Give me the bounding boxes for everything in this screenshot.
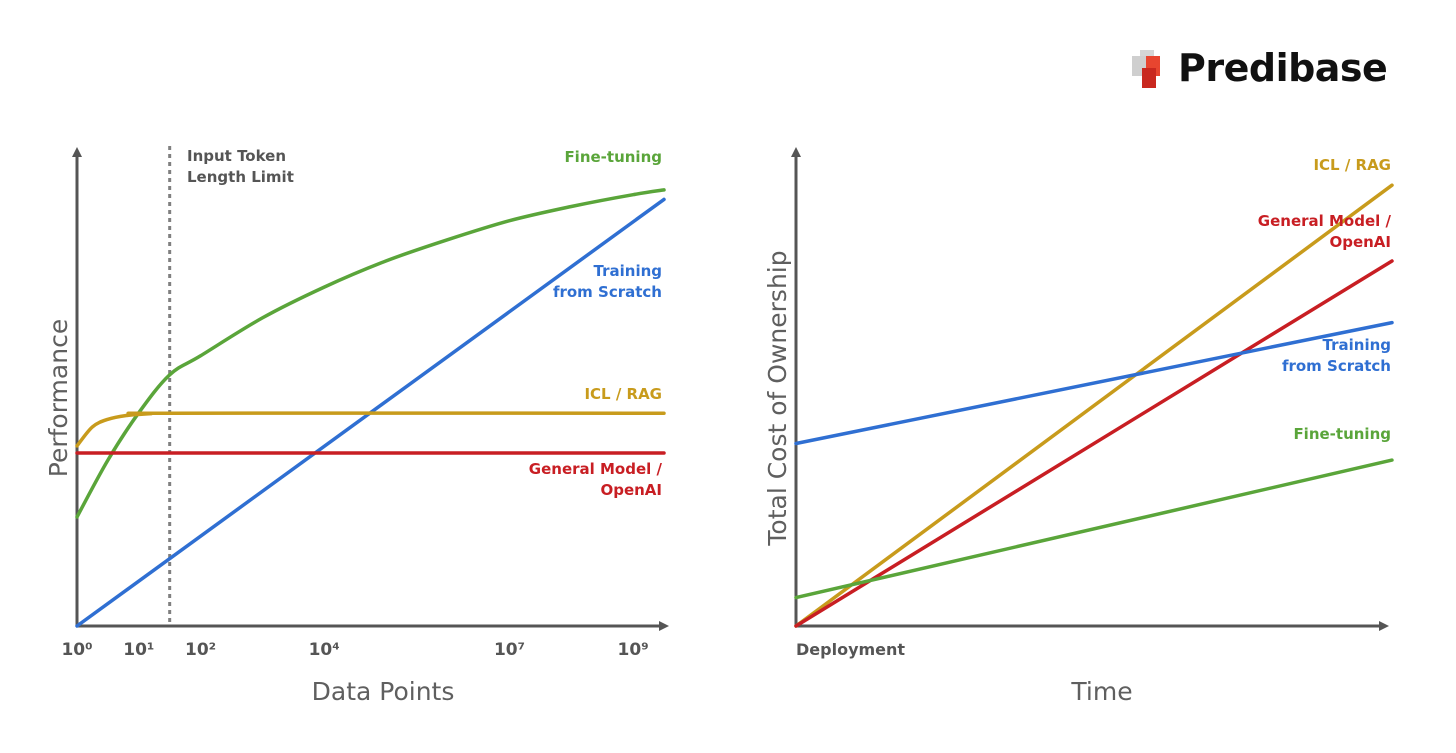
series-label-icl-rag: ICL / RAG [1313, 156, 1391, 174]
x-tick-labels: Deployment [796, 640, 905, 659]
series-label-general: General Model / OpenAI [1258, 212, 1392, 251]
x-axis-title: Data Points [312, 677, 455, 706]
x-tick-label: Deployment [796, 640, 905, 659]
x-axis-title: Time [1070, 677, 1132, 706]
x-tick-label: 10² [185, 640, 216, 660]
brand: Predibase [1130, 46, 1388, 90]
series-label-training: Training from Scratch [1282, 336, 1391, 375]
series-label-fine-tuning: Fine-tuning [564, 148, 662, 166]
series-line-icl-rag [794, 183, 1394, 628]
series-group [794, 183, 1394, 628]
x-tick-label: 10⁴ [309, 640, 340, 660]
series-line-fine-tuning [794, 458, 1394, 600]
chart-cost: Deployment ICL / RAG General Model / OpenA… [763, 147, 1394, 706]
x-tick-label: 10⁹ [618, 640, 649, 660]
series-label-training: Training from Scratch [553, 262, 662, 301]
token-limit-label: Input Token Length Limit [187, 147, 294, 186]
predibase-logo-icon [1132, 50, 1160, 88]
y-axis-title: Performance [44, 319, 73, 477]
series-line-general [794, 259, 1394, 628]
series-label-fine-tuning: Fine-tuning [1293, 425, 1391, 443]
series-labels: ICL / RAG General Model / OpenAI Training fr… [1258, 156, 1392, 443]
x-tick-labels: 10⁰ 10¹ 10² 10⁴ 10⁷ 10⁹ [61, 640, 648, 660]
x-tick-label: 10¹ [123, 640, 154, 660]
series-line-training [794, 320, 1394, 446]
series-group [75, 188, 666, 628]
series-line-icl-rag [75, 411, 666, 448]
y-axis-title: Total Cost of Ownership [763, 250, 792, 546]
brand-name: Predibase [1178, 46, 1388, 90]
x-tick-label: 10⁰ [61, 640, 92, 660]
chart-performance: Input Token Length Limit 10⁰ 10¹ 10² 10⁴ 10⁷ 1… [44, 146, 669, 706]
series-label-general: General Model / OpenAI [529, 460, 663, 499]
series-labels: Fine-tuning Training from Scratch ICL / RAG… [529, 148, 663, 499]
x-tick-label: 10⁷ [494, 640, 525, 660]
series-label-icl-rag: ICL / RAG [584, 385, 662, 403]
